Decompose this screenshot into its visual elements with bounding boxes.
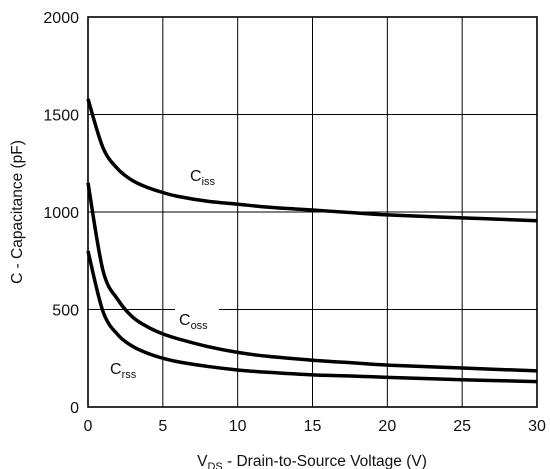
series-line-coss — [86, 182, 538, 373]
plot-frame — [87, 16, 538, 408]
y-axis-label: C - Capacitance (pF) — [9, 140, 26, 284]
series-group — [86, 98, 538, 384]
x-tick-label-30: 30 — [528, 418, 546, 435]
y-tick-label-0: 0 — [70, 400, 79, 417]
x-tick-label-10: 10 — [229, 418, 247, 435]
y-tick-label-1500: 1500 — [43, 108, 79, 125]
x-tick-label-5: 5 — [158, 418, 167, 435]
y-tick-label-2000: 2000 — [43, 10, 79, 27]
x-axis-label-main: V — [197, 453, 208, 469]
series-label-coss: Coss — [179, 312, 208, 332]
x-tick-label-15: 15 — [304, 418, 322, 435]
tick-labels: 0 5 10 15 20 25 30 0 500 1000 1500 2000 — [43, 10, 546, 435]
series-labels: Ciss Coss Crss — [110, 168, 219, 381]
series-line-crss — [86, 250, 538, 384]
series-label-ciss: Ciss — [190, 168, 216, 188]
grid — [88, 17, 537, 407]
x-tick-label-20: 20 — [378, 418, 396, 435]
x-tick-label-25: 25 — [453, 418, 471, 435]
x-axis-label-rest: - Drain-to-Source Voltage (V) — [223, 453, 427, 469]
series-label-bg-coss — [175, 309, 219, 333]
x-tick-label-0: 0 — [84, 418, 93, 435]
series-label-crss: Crss — [110, 361, 137, 381]
series-line-ciss — [86, 98, 538, 223]
x-axis-label: VDS - Drain-to-Source Voltage (V) — [197, 453, 427, 469]
y-tick-label-500: 500 — [52, 303, 79, 320]
x-axis-label-sub: DS — [207, 461, 222, 469]
y-tick-label-1000: 1000 — [43, 205, 79, 222]
